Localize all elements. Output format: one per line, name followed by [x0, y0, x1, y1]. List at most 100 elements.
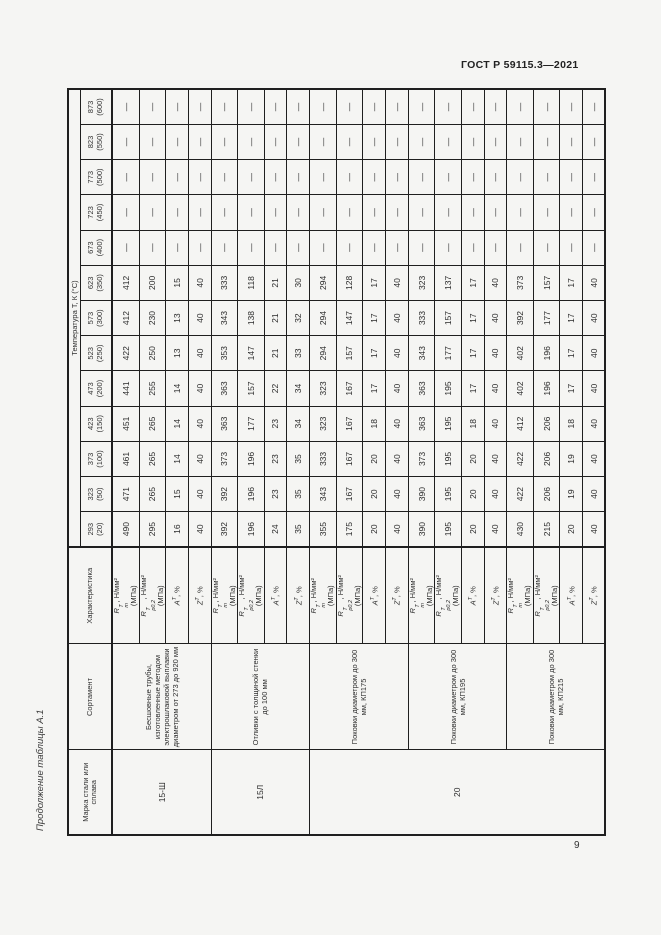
value-cell: 265	[139, 476, 166, 512]
value-cell: 295	[139, 511, 166, 547]
value-cell: 40	[582, 300, 606, 336]
value-cell: 17	[559, 265, 583, 301]
value-cell: 17	[362, 300, 386, 336]
value-cell: —	[264, 159, 287, 195]
value-cell: 40	[582, 370, 606, 407]
value-cell: 35	[286, 511, 310, 547]
value-cell: —	[385, 159, 409, 195]
value-cell: —	[533, 124, 560, 160]
value-cell: 40	[385, 335, 409, 371]
header-temp-value: 323 (50)	[80, 476, 112, 512]
value-cell: —	[336, 124, 363, 160]
header-temp-value: 523 (250)	[80, 335, 112, 371]
value-cell: 343	[211, 300, 238, 336]
value-cell: 40	[188, 335, 212, 371]
characteristic-cell: ZT, %	[385, 547, 409, 644]
value-cell: —	[408, 89, 435, 125]
value-cell: —	[211, 159, 238, 195]
value-cell: 22	[264, 370, 287, 407]
value-cell: 19	[559, 441, 583, 477]
value-cell: —	[309, 159, 337, 195]
header-temp-value: 293 (20)	[80, 511, 112, 547]
value-cell: —	[461, 159, 485, 195]
value-cell: 40	[385, 511, 409, 547]
page-number: 9	[574, 840, 580, 851]
value-cell: 40	[385, 476, 409, 512]
value-cell: —	[237, 194, 265, 231]
value-cell: 128	[336, 265, 363, 301]
header-temp-value: 473 (200)	[80, 370, 112, 407]
value-cell: 333	[309, 441, 337, 477]
header-temperature: Температура Т, К (°С)	[68, 89, 80, 547]
value-cell: 363	[408, 370, 435, 407]
value-cell: —	[434, 89, 462, 125]
value-cell: 412	[506, 406, 534, 442]
value-cell: 40	[188, 441, 212, 477]
value-cell: —	[139, 194, 166, 231]
value-cell: 422	[112, 335, 139, 371]
value-cell: —	[336, 230, 363, 266]
value-cell: —	[385, 194, 409, 231]
value-cell: 40	[484, 300, 507, 336]
value-cell: 390	[408, 476, 435, 512]
grade-cell: 15-Ш	[112, 750, 212, 835]
value-cell: —	[506, 124, 534, 160]
value-cell: —	[264, 124, 287, 160]
value-cell: 333	[211, 265, 238, 301]
value-cell: 23	[264, 441, 287, 477]
value-cell: —	[385, 230, 409, 266]
value-cell: 392	[211, 476, 238, 512]
value-cell: —	[237, 89, 265, 125]
value-cell: 20	[461, 441, 485, 477]
value-cell: 206	[533, 476, 560, 512]
value-cell: 177	[434, 335, 462, 371]
value-cell: 333	[408, 300, 435, 336]
value-cell: 32	[286, 300, 310, 336]
value-cell: —	[582, 124, 606, 160]
value-cell: —	[286, 159, 310, 195]
value-cell: —	[533, 159, 560, 195]
value-cell: —	[237, 230, 265, 266]
value-cell: —	[188, 124, 212, 160]
material-properties-table: Марка стали или сплава Сортамент Характери…	[67, 88, 607, 836]
header-temp-value: 823 (550)	[80, 124, 112, 160]
value-cell: 23	[264, 476, 287, 512]
value-cell: —	[286, 89, 310, 125]
value-cell: 323	[408, 265, 435, 301]
value-cell: 323	[309, 406, 337, 442]
value-cell: 40	[582, 441, 606, 477]
value-cell: 16	[165, 511, 189, 547]
value-cell: 18	[559, 406, 583, 442]
value-cell: 18	[362, 406, 386, 442]
value-cell: 40	[385, 370, 409, 407]
value-cell: —	[286, 194, 310, 231]
value-cell: 40	[484, 511, 507, 547]
table-caption: Продолжение таблицы А.1	[35, 709, 46, 831]
value-cell: 40	[188, 476, 212, 512]
value-cell: 206	[533, 441, 560, 477]
value-cell: —	[139, 230, 166, 266]
value-cell: —	[559, 159, 583, 195]
characteristic-cell: AT, %	[165, 547, 189, 644]
value-cell: —	[559, 89, 583, 125]
value-cell: 40	[582, 335, 606, 371]
value-cell: 167	[336, 441, 363, 477]
value-cell: 17	[461, 370, 485, 407]
value-cell: 177	[237, 406, 265, 442]
value-cell: —	[506, 194, 534, 231]
value-cell: 18	[461, 406, 485, 442]
value-cell: 196	[237, 441, 265, 477]
value-cell: —	[309, 124, 337, 160]
value-cell: 20	[362, 511, 386, 547]
value-cell: —	[582, 159, 606, 195]
value-cell: 392	[506, 300, 534, 336]
value-cell: —	[165, 230, 189, 266]
characteristic-cell: AT, %	[264, 547, 287, 644]
value-cell: 294	[309, 265, 337, 301]
value-cell: —	[506, 230, 534, 266]
value-cell: 15	[165, 476, 189, 512]
value-cell: —	[139, 89, 166, 125]
value-cell: 40	[188, 406, 212, 442]
